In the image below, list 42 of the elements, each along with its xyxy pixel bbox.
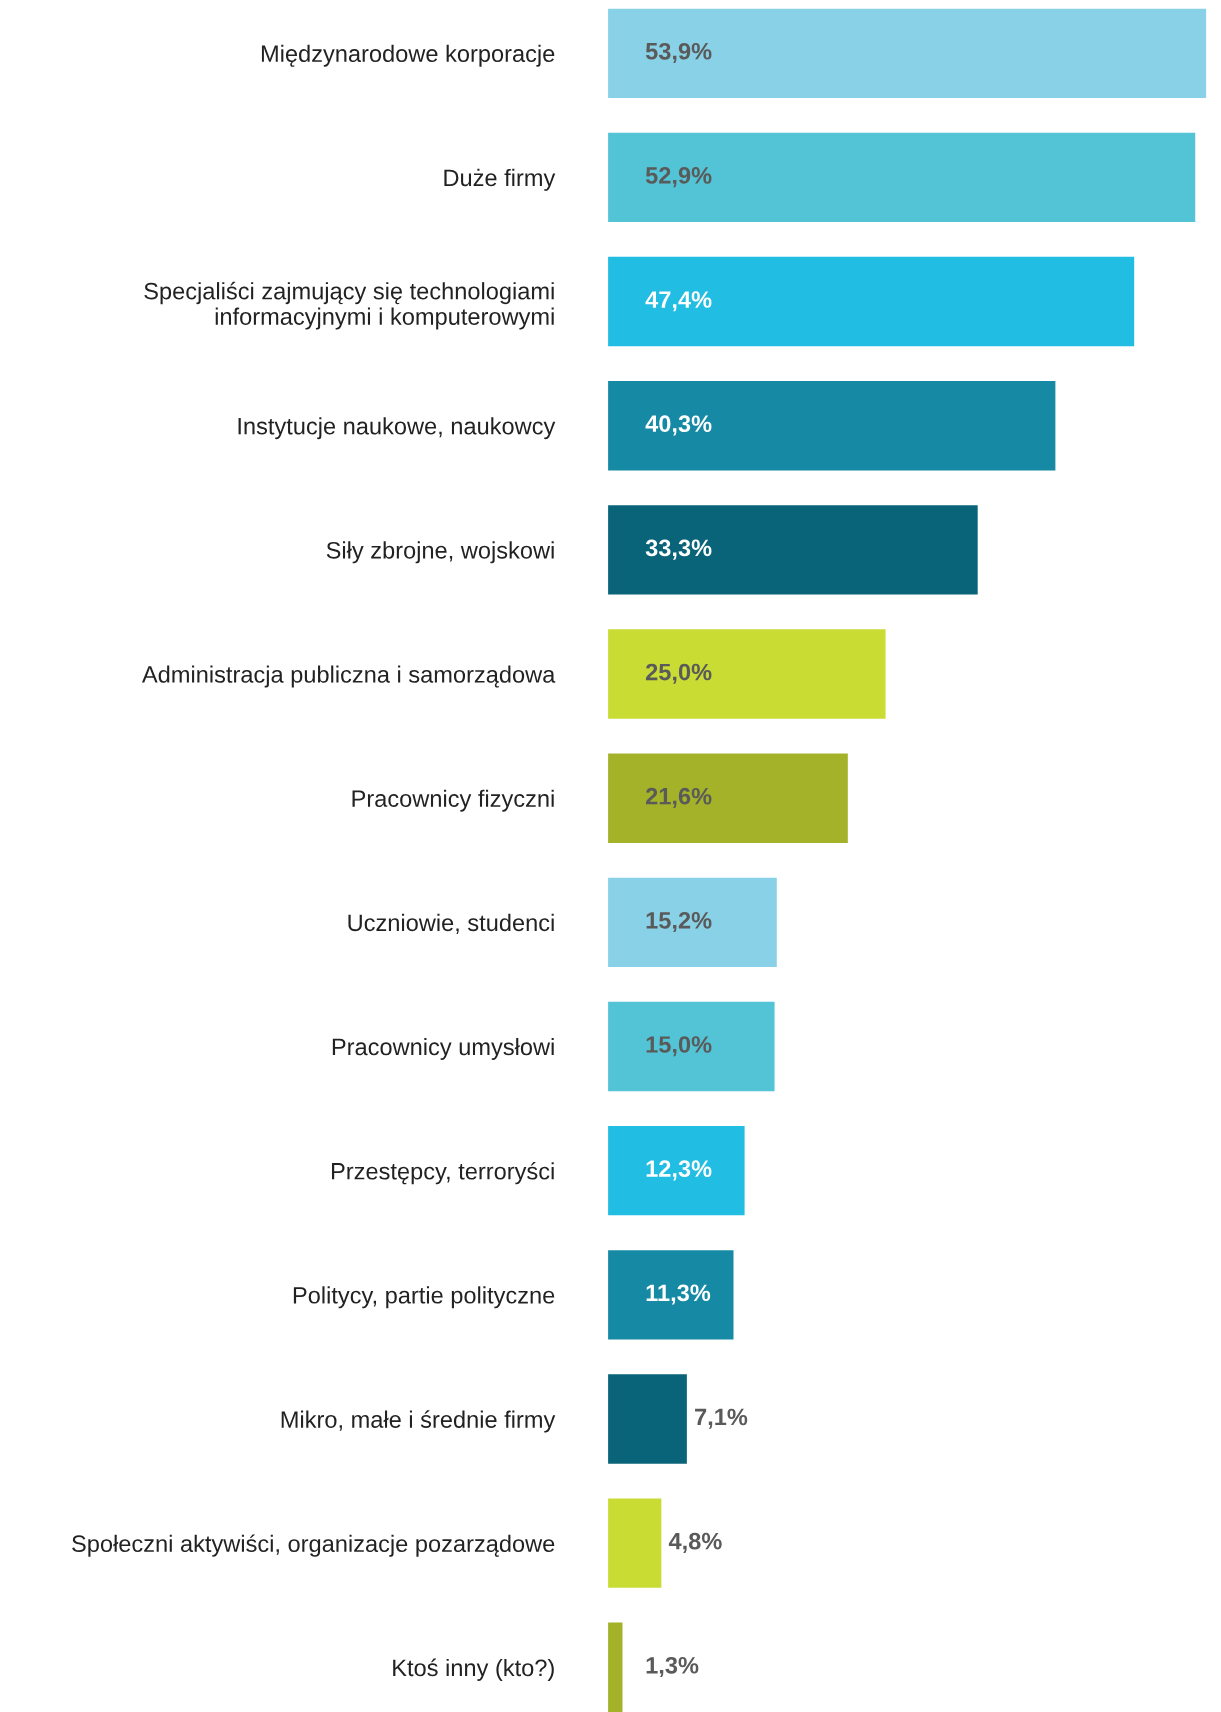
bar [608,629,886,719]
bar [608,1622,623,1712]
data-label: 11,3% [646,1284,711,1305]
bar [608,132,1196,223]
y-tick-label: Przestępcy, terroryści [331,1161,554,1185]
y-tick-label: Międzynarodowe korporacje [261,44,555,67]
bar [608,1250,734,1340]
data-label: 40,3% [645,415,712,436]
data-label: 15,2% [646,911,712,933]
data-label: 1,3% [646,1656,699,1678]
bar [608,381,1056,471]
y-tick-label: Politycy, partie polityczne [293,1286,555,1309]
bar [608,1374,687,1464]
data-label: 7,1% [695,1408,748,1429]
data-label: 21,6% [645,787,712,808]
data-label: 33,3% [645,539,712,560]
data-label: 52,9% [645,167,712,188]
y-tick-label: Uczniowie, studenci [348,913,554,934]
y-tick-label: Duże firmy [444,168,556,191]
data-label: 25,0% [645,663,712,684]
bar [608,877,777,968]
bar [608,1001,775,1092]
y-tick-label: Siły zbrojne, wojskowi [326,541,554,564]
bar [608,256,1135,347]
data-label: 53,9% [645,42,712,64]
y-tick-label: Pracownicy umysłowi [332,1037,554,1060]
y-tick-label: Administracja publiczna i samorządowa [141,665,556,688]
y-tick-label: Specjaliści zajmujący się technologiami informacyjnymi i komputerowymi [144,281,554,330]
data-label: 47,4% [645,291,712,312]
y-tick-label: Pracownicy fizyczni [352,789,554,812]
bar [608,8,1207,98]
data-label: 12,3% [646,1160,712,1181]
data-label: 15,0% [646,1036,712,1057]
y-tick-label: Mikro, małe i średnie firmy [281,1410,556,1433]
data-label: 4,8% [668,1532,722,1553]
bar [608,505,978,595]
bar [608,1498,662,1588]
y-tick-label: Społeczni aktywiści, organizacje pozarządowe [72,1534,555,1557]
bar [608,753,848,843]
bar [608,1125,745,1216]
y-tick-label: Instytucje naukowe, naukowcy [238,417,556,440]
y-tick-label: Ktoś inny (kto?) [393,1658,554,1681]
